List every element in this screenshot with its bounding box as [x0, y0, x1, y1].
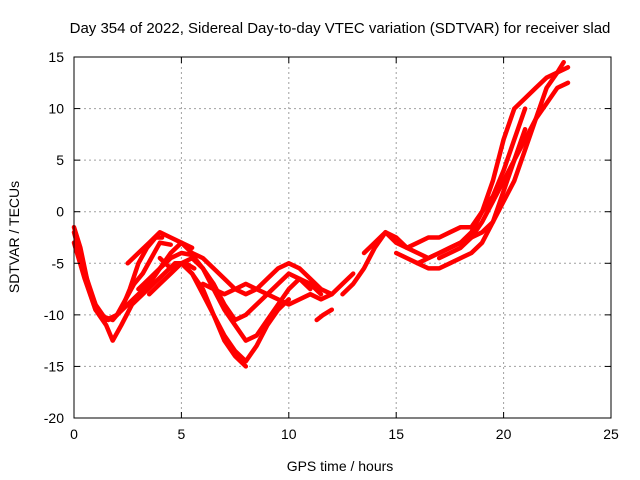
- satellite-track-15: [415, 126, 528, 271]
- satellite-track-16: [436, 80, 571, 261]
- y-tick-label: 10: [48, 101, 64, 117]
- y-tick-label: -10: [44, 307, 64, 323]
- y-tick-label: -15: [44, 358, 64, 374]
- satellite-track-7: [146, 255, 313, 323]
- y-tick-label: 0: [56, 204, 64, 220]
- x-tick-label: 0: [70, 426, 78, 442]
- plot-frame: [73, 56, 612, 419]
- series-group: [71, 59, 571, 369]
- x-axis: 0 5 10 15 20 25: [70, 57, 619, 442]
- x-axis-label: GPS time / hours: [287, 458, 394, 474]
- x-tick-label: 15: [388, 426, 404, 442]
- x-tick-label: 25: [603, 426, 619, 442]
- x-tick-label: 5: [178, 426, 186, 442]
- y-axis: -20 -15 -10 -5 0 5 10 15: [44, 49, 611, 426]
- x-tick-label: 10: [281, 426, 297, 442]
- satellite-track-14: [393, 65, 571, 266]
- y-tick-label: 15: [48, 49, 64, 65]
- satellite-track-9: [179, 261, 249, 369]
- y-tick-label: -5: [52, 255, 65, 271]
- y-axis-label: SDTVAR / TECUs: [6, 181, 22, 293]
- satellite-track-13: [361, 106, 528, 256]
- satellite-track-10: [200, 271, 356, 307]
- satellite-track-6: [136, 250, 324, 343]
- x-tick-label: 20: [496, 426, 512, 442]
- satellite-track-11: [314, 307, 335, 323]
- satellite-track-4: [76, 250, 197, 343]
- y-tick-label: 5: [56, 152, 64, 168]
- chart-title: Day 354 of 2022, Sidereal Day-to-day VTE…: [70, 20, 611, 37]
- satellite-track-5: [125, 230, 335, 297]
- y-tick-label: -20: [44, 410, 64, 426]
